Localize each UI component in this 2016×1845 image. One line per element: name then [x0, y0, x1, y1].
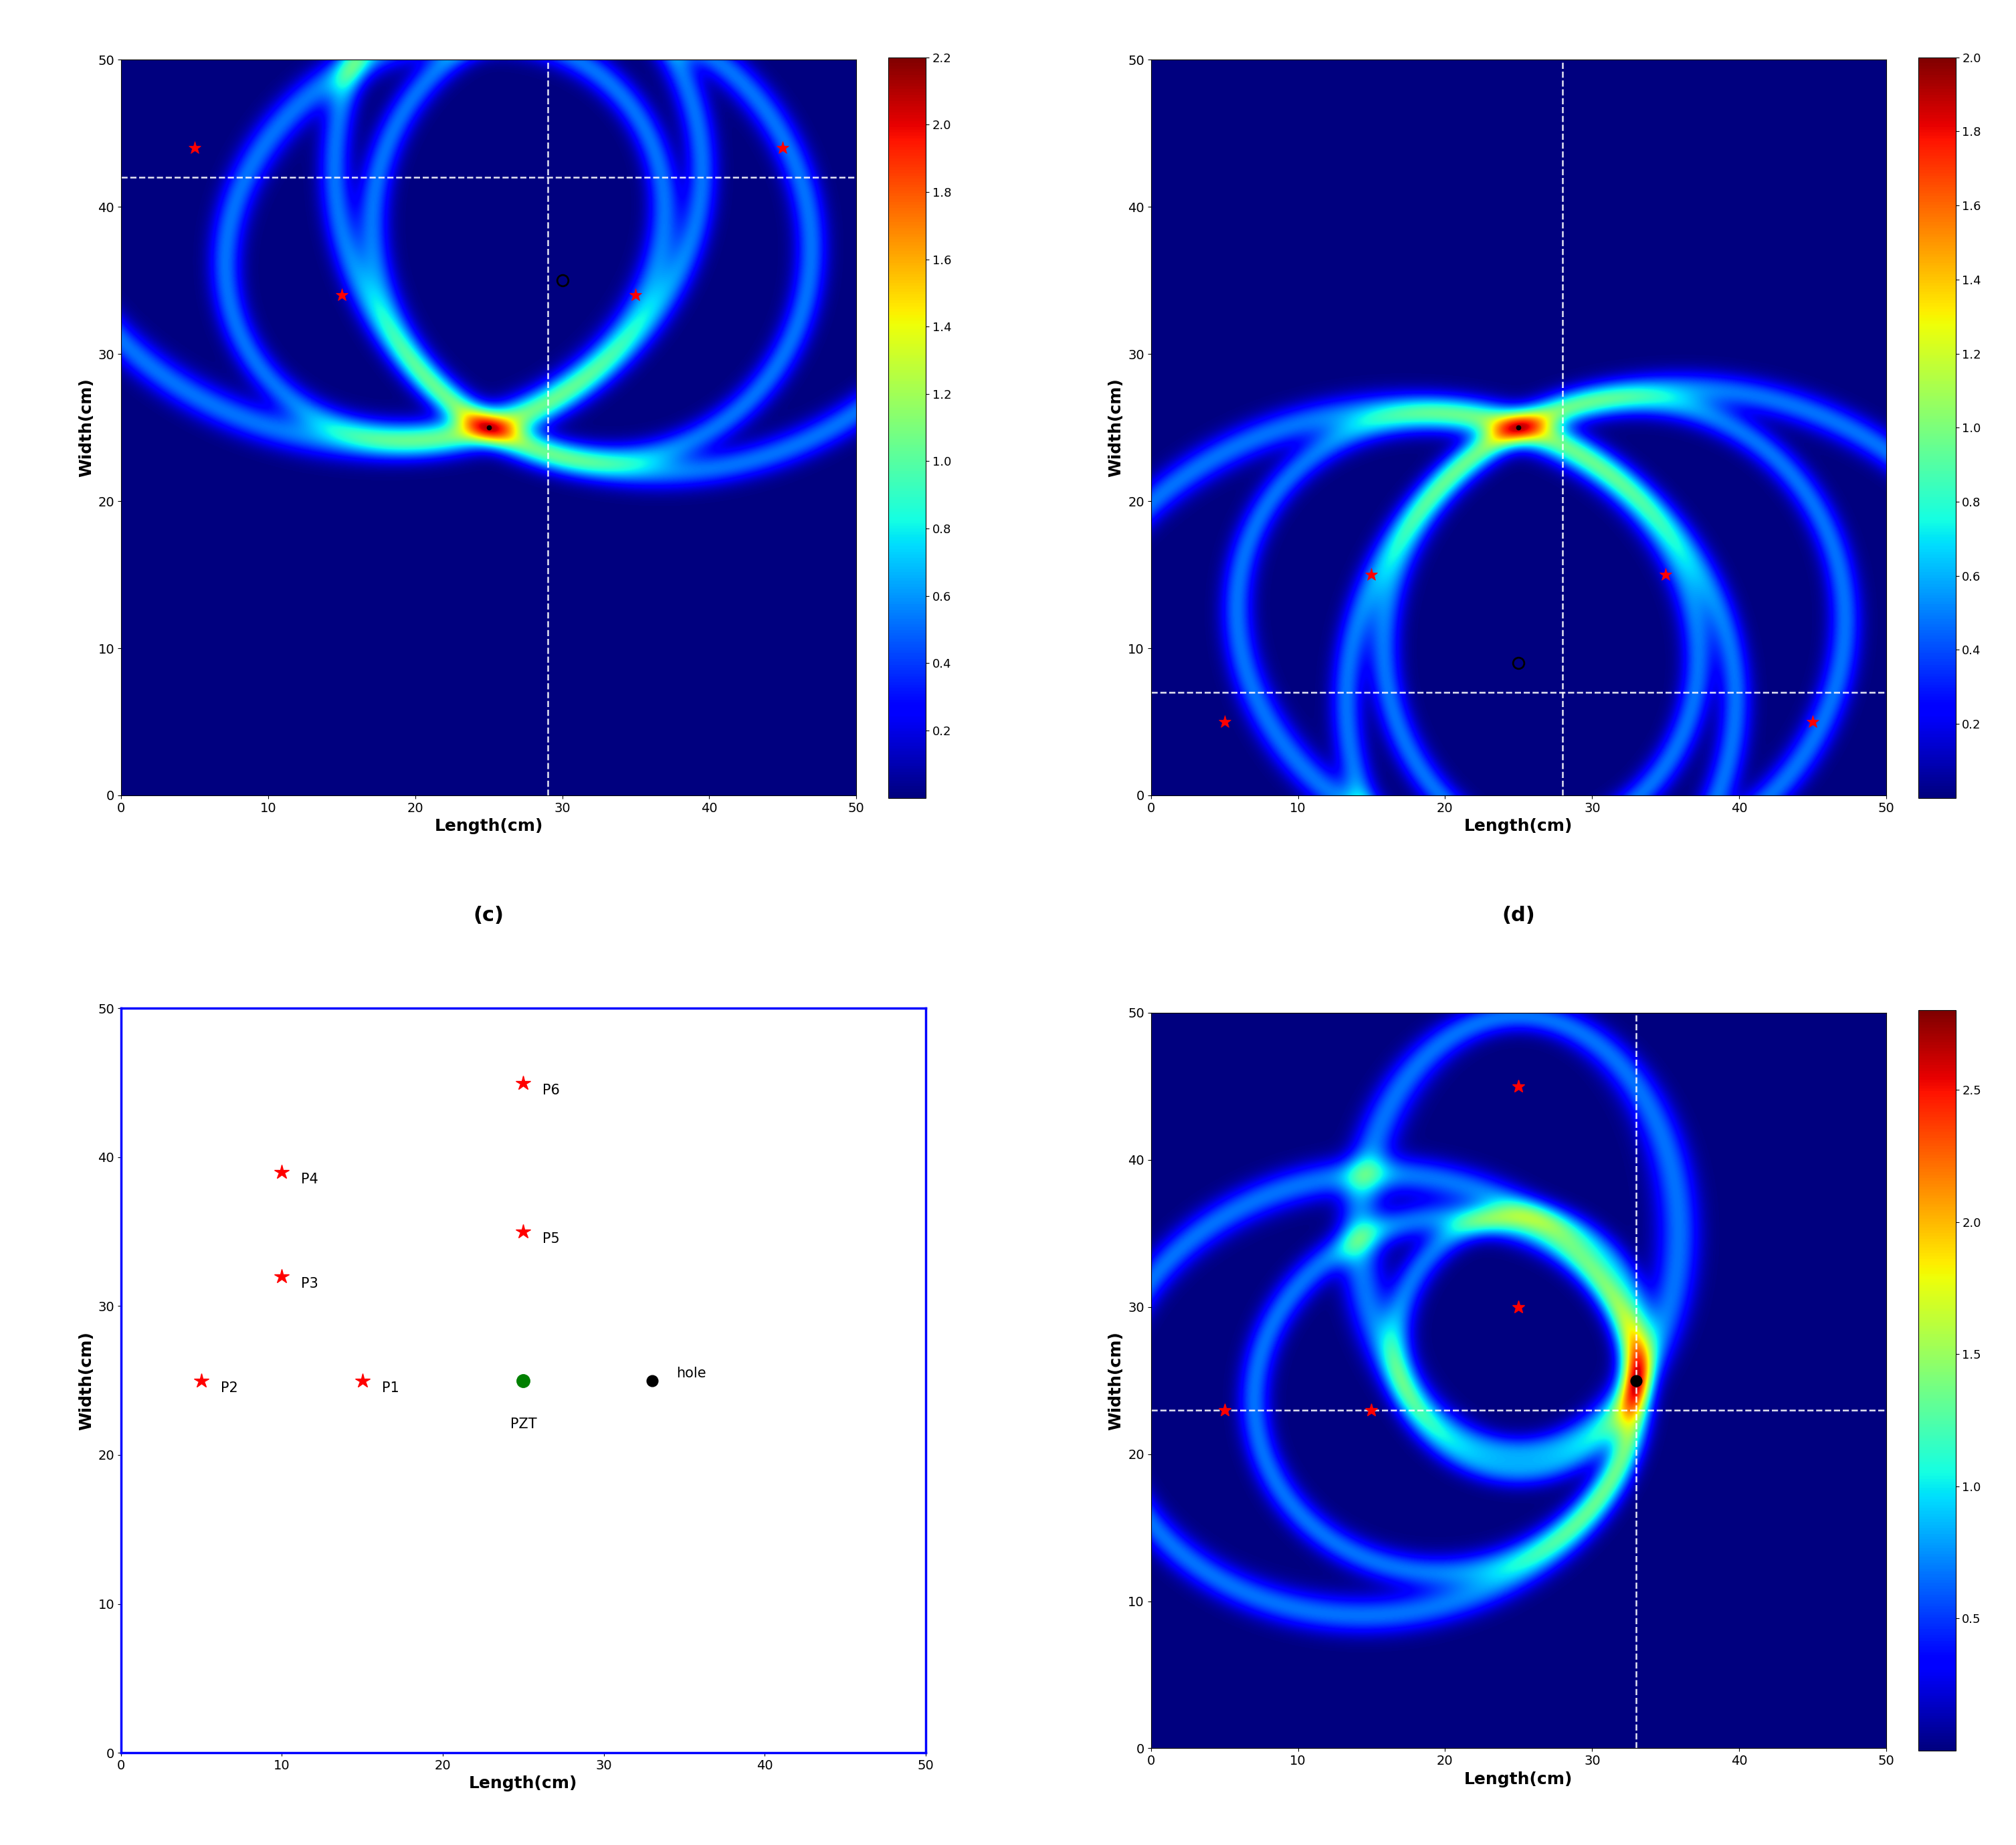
- Y-axis label: Width(cm): Width(cm): [1109, 378, 1125, 478]
- Text: P5: P5: [542, 1232, 560, 1245]
- X-axis label: Length(cm): Length(cm): [1464, 819, 1572, 834]
- X-axis label: Length(cm): Length(cm): [470, 1775, 577, 1791]
- Text: P6: P6: [542, 1083, 560, 1098]
- Text: (c): (c): [474, 906, 504, 924]
- Text: P4: P4: [300, 1173, 319, 1186]
- X-axis label: Length(cm): Length(cm): [1464, 1771, 1572, 1788]
- Y-axis label: Width(cm): Width(cm): [79, 378, 95, 478]
- X-axis label: Length(cm): Length(cm): [433, 819, 542, 834]
- Text: PZT: PZT: [510, 1417, 536, 1432]
- Text: (d): (d): [1502, 906, 1536, 924]
- Y-axis label: Width(cm): Width(cm): [1109, 1330, 1125, 1430]
- Text: hole: hole: [675, 1367, 706, 1380]
- Text: P1: P1: [381, 1382, 399, 1395]
- Y-axis label: Width(cm): Width(cm): [79, 1330, 95, 1430]
- Text: P3: P3: [300, 1277, 319, 1290]
- Text: P2: P2: [220, 1382, 238, 1395]
